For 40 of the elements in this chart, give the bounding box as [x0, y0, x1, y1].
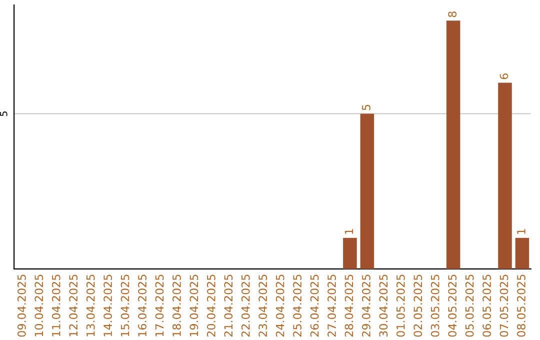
x-tick-label: 17.04.2025: [155, 274, 164, 336]
data-label: 1: [517, 229, 526, 234]
x-tick-label: 03.05.2025: [430, 274, 440, 337]
x-tick-label: 25.04.2025: [293, 274, 302, 337]
x-tick-label: 22.04.2025: [241, 274, 250, 337]
data-label: 6: [500, 74, 508, 80]
x-tick-label: 08.05.2025: [517, 274, 526, 337]
x-tick-label: 27.04.2025: [328, 274, 336, 337]
x-tick-label: 10.04.2025: [34, 274, 44, 336]
x-tick-label: 20.04.2025: [206, 274, 216, 337]
bar: [446, 20, 460, 269]
x-tick-label: 13.04.2025: [86, 274, 95, 336]
data-label: 5: [362, 104, 370, 110]
bar: [498, 82, 512, 269]
x-tick-label: 28.04.2025: [344, 274, 354, 337]
bar: [360, 114, 374, 269]
x-tick-label: 02.05.2025: [414, 274, 422, 337]
x-tick-label: 29.04.2025: [362, 274, 370, 337]
bar: [515, 238, 530, 269]
bar: [343, 238, 357, 269]
x-tick-label: 12.04.2025: [69, 274, 78, 336]
x-tick-label: 14.04.2025: [104, 274, 112, 336]
x-tick-label: 26.04.2025: [310, 274, 319, 337]
x-tick-label: 23.04.2025: [258, 274, 268, 337]
x-tick-label: 09.04.2025: [17, 274, 26, 337]
x-tick-label: 15.04.2025: [120, 274, 130, 336]
x-tick-label: 05.05.2025: [465, 274, 474, 337]
x-tick-label: 19.04.2025: [190, 274, 198, 336]
x-tick-label: 07.05.2025: [500, 274, 508, 337]
data-label: 8: [448, 12, 457, 18]
x-tick-label: 18.04.2025: [172, 274, 181, 336]
x-tick-label: 11.04.2025: [52, 274, 60, 336]
x-tick-label: 01.05.2025: [396, 274, 405, 337]
x-tick-label: 21.04.2025: [224, 274, 233, 337]
data-label: 1: [344, 229, 354, 234]
x-tick-label: 06.05.2025: [482, 274, 491, 337]
x-tick-label: 04.05.2025: [448, 274, 457, 337]
x-tick-label: 16.04.2025: [138, 274, 146, 336]
x-tick-label: 24.04.2025: [276, 274, 284, 337]
x-tick-label: 30.04.2025: [379, 274, 388, 337]
